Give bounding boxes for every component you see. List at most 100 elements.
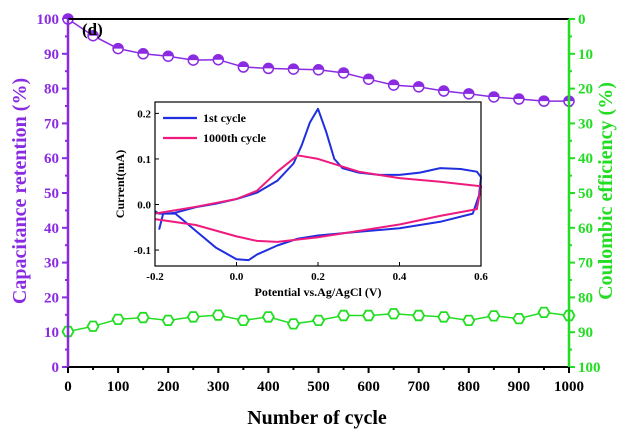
point-half-fill — [488, 91, 499, 97]
inset-x-axis-title: Potential vs.Ag/AgCl (V) — [255, 285, 382, 299]
capacitance-retention-point — [463, 88, 475, 100]
legend-label: 1st cycle — [203, 111, 247, 125]
main-plot-frame — [66, 18, 571, 368]
inset-background — [155, 102, 481, 266]
inset-y-tick-label: 0.1 — [137, 154, 151, 166]
x-axis-title: Number of cycle — [247, 407, 387, 429]
right-tick-label: 20 — [578, 82, 593, 98]
point-half-fill — [438, 86, 449, 92]
bottom-tick-label: 900 — [508, 379, 531, 395]
left-tick-label: 100 — [37, 12, 60, 28]
left-tick-label: 90 — [44, 47, 59, 63]
capacitance-retention-point — [112, 42, 124, 55]
point-half-fill — [463, 88, 474, 94]
left-tick-label: 30 — [44, 256, 59, 272]
capacitance-retention-point — [137, 48, 149, 60]
coulombic-efficiency-point — [487, 310, 501, 322]
right-tick-label: 40 — [578, 151, 593, 167]
right-tick-label: 90 — [578, 325, 593, 341]
point-half-fill — [238, 62, 249, 68]
inset-x-tick-label: 0.2 — [311, 271, 325, 283]
point-half-fill — [388, 80, 399, 86]
capacitance-retention-point — [337, 67, 350, 79]
coulombic-efficiency-point — [111, 313, 125, 326]
point-half-fill — [263, 63, 274, 69]
point-half-fill — [113, 43, 124, 49]
inset-series — [154, 107, 482, 262]
coulombic-efficiency-point — [437, 311, 451, 323]
left-axis-title: Capacitance retention (%) — [9, 78, 31, 304]
panel-label: (d) — [82, 20, 103, 39]
coulombic-efficiency-point — [512, 312, 526, 325]
inset-y-axis-title: Current(mA) — [113, 150, 127, 218]
capacitance-retention-point — [387, 79, 400, 91]
point-half-fill — [313, 64, 324, 70]
left-tick-label: 80 — [44, 82, 59, 98]
point-half-fill — [88, 30, 99, 36]
right-tick-label: 80 — [578, 290, 593, 306]
right-tick-label: 100 — [578, 360, 601, 376]
point-half-fill — [538, 96, 549, 102]
right-tick-label: 0 — [578, 12, 586, 28]
point-half-fill — [63, 14, 73, 19]
capacitance-retention-point — [488, 91, 500, 103]
left-tick-label: 50 — [44, 186, 59, 202]
coulombic-efficiency-point — [537, 306, 551, 319]
bottom-tick-label: 500 — [307, 379, 330, 395]
left-tick-label: 40 — [44, 221, 59, 237]
bottom-tick-label: 400 — [257, 379, 280, 395]
bottom-tick-label: 700 — [407, 379, 430, 395]
inset-x-tick-label: -0.2 — [146, 271, 164, 283]
coulombic-efficiency-point — [462, 314, 476, 327]
point-half-fill — [163, 51, 174, 57]
bottom-tick-label: 1000 — [554, 379, 584, 395]
capacitance-retention-point — [287, 63, 300, 75]
inset-border — [154, 101, 482, 267]
coulombic-efficiency-point — [86, 320, 100, 332]
right-tick-label: 70 — [578, 256, 593, 272]
point-half-fill — [513, 94, 524, 100]
left-tick-label: 60 — [44, 151, 59, 167]
point-half-fill — [338, 67, 349, 73]
coulombic-efficiency-point — [186, 311, 200, 323]
coulombic-efficiency-point — [286, 318, 301, 330]
point-half-fill — [363, 74, 374, 80]
bottom-tick-label: 0 — [64, 379, 72, 395]
coulombic-efficiency-point — [236, 314, 250, 327]
inset-y-tick-label: -0.1 — [134, 245, 151, 257]
right-axis-title: Coulombic efficiency (%) — [595, 82, 617, 300]
left-tick-label: 0 — [52, 360, 60, 376]
bottom-tick-label: 100 — [107, 379, 130, 395]
capacitance-retention-point — [362, 73, 375, 85]
left-axis-ticks: 0 10 20 30 40 50 60 70 80 90 100 — [37, 12, 68, 376]
inset-legend: 1st cycle 1000th cycle — [163, 111, 267, 145]
point-half-fill — [288, 64, 299, 70]
coulombic-efficiency-point — [337, 309, 351, 322]
inset-y-tick-label: 0.2 — [137, 108, 151, 120]
inset-x-tick-label: 0.6 — [474, 271, 488, 283]
capacitance-retention-point — [438, 85, 450, 97]
capacitance-retention-point — [162, 50, 174, 62]
coulombic-efficiency-point — [412, 309, 426, 322]
point-half-fill — [213, 54, 224, 60]
bottom-tick-label: 200 — [157, 379, 180, 395]
legend-label: 1000th cycle — [203, 131, 267, 145]
coulombic-efficiency-point — [136, 311, 150, 324]
inset-axis-ticks: -0.2 0.0 0.2 0.4 0.6 0.2 0.1 0.0 -0.1 — [134, 108, 489, 283]
inset-x-tick-label: 0.4 — [393, 271, 407, 283]
right-tick-label: 60 — [578, 221, 593, 237]
coulombic-efficiency-point — [211, 309, 225, 321]
capacitance-retention-point — [262, 62, 275, 75]
right-axis-ticks: 0 10 20 30 40 50 60 70 80 90 100 — [569, 12, 601, 376]
capacitance-retention-point — [187, 54, 199, 66]
left-tick-label: 10 — [44, 325, 59, 341]
capacitance-retention-point — [87, 29, 99, 42]
thousandth-cycle-curve — [154, 154, 482, 243]
coulombic-efficiency-point — [362, 309, 376, 322]
bottom-tick-label: 600 — [357, 379, 380, 395]
inset-plot: -0.2 0.0 0.2 0.4 0.60.20.10.0-0.1 1st cycle1… — [113, 101, 489, 299]
capacitance-retention-point — [412, 81, 425, 93]
coulombic-efficiency-point — [387, 308, 401, 320]
right-tick-label: 30 — [578, 116, 593, 132]
